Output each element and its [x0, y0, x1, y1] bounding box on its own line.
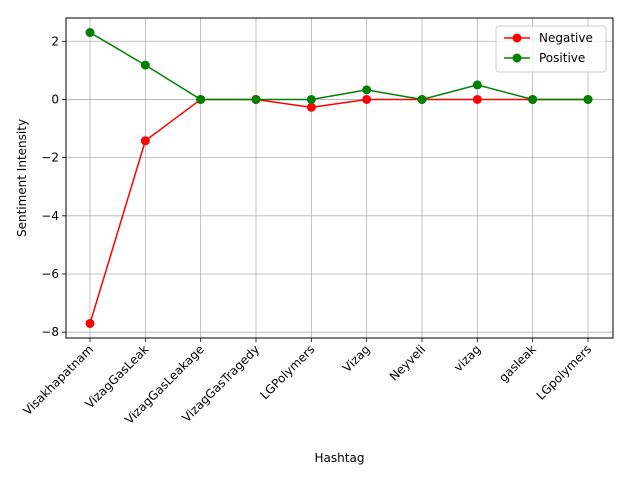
y-tick-label: 2	[51, 34, 59, 48]
legend-label: Negative	[539, 31, 593, 45]
data-point	[472, 94, 482, 104]
legend-item: Negative	[504, 31, 593, 45]
y-tick-label: −8	[41, 325, 59, 339]
y-tick-label: −4	[41, 209, 59, 223]
data-point	[528, 94, 538, 104]
data-point	[306, 94, 316, 104]
data-point	[362, 94, 372, 104]
legend: Negative Positive	[495, 25, 607, 73]
data-point	[362, 85, 372, 95]
y-tick-label: −6	[41, 267, 59, 281]
plot-frame	[65, 17, 614, 339]
legend-label: Positive	[539, 51, 585, 65]
data-point	[140, 60, 150, 70]
legend-marker	[512, 53, 522, 63]
x-tick-label: Vizag	[340, 342, 373, 375]
data-point	[583, 94, 593, 104]
data-point	[140, 136, 150, 146]
series-positive	[85, 28, 593, 104]
series-lines	[85, 28, 593, 328]
legend-marker	[512, 33, 522, 43]
x-tick-label: Neyveli	[387, 342, 428, 383]
data-point	[306, 102, 316, 112]
y-tick-label: 0	[51, 92, 59, 106]
y-tick-label: −2	[41, 151, 59, 165]
series-line	[89, 31, 588, 101]
data-point	[196, 94, 206, 104]
y-axis-label: Sentiment Intensity	[15, 119, 29, 237]
x-tick-label: vizag	[451, 342, 483, 374]
x-axis-label: Hashtag	[315, 451, 365, 465]
legend-item: Positive	[504, 51, 585, 65]
x-tick-label: Visakhapatnam	[20, 342, 96, 418]
series-line	[89, 98, 588, 324]
x-tick-label: LGPolymers	[257, 342, 317, 402]
x-tick-label: gasleak	[496, 342, 539, 385]
data-point	[472, 80, 482, 90]
data-point	[85, 318, 95, 328]
data-point	[251, 94, 261, 104]
data-point	[85, 28, 95, 38]
x-tick-label: LGpolymers	[534, 342, 595, 403]
data-point	[417, 94, 427, 104]
